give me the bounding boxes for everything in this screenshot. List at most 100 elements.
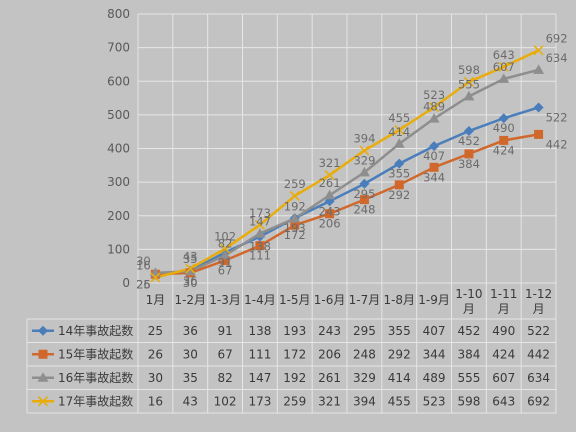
table-cell: 424 [492, 347, 515, 361]
x-stroke [394, 124, 405, 136]
table-cell: 414 [388, 371, 411, 385]
data-point-square [220, 255, 230, 265]
x-axis-category-labels: 1月 1-2月 1-3月 1-4月 1-5月 1-6月 1-7月 1-8月 1-9月 1-10 月1… [146, 287, 553, 316]
table-cell: 30 [183, 347, 198, 361]
x-category-label-line: 月 [498, 302, 510, 316]
data-label: 295 [353, 187, 375, 201]
x-category-label: 1-11 月 [490, 287, 517, 316]
data-table: 14年事故起数 25 36 91 138 193 243 295 355 407 452 490 522… [26, 318, 556, 414]
x-category-label: 1-10 月 [455, 287, 482, 316]
table-cell: 67 [217, 347, 232, 361]
table-cell: 25 [148, 324, 163, 338]
data-label: 102 [214, 230, 236, 244]
data-label: 248 [353, 203, 375, 217]
table-cell: 36 [183, 324, 198, 338]
data-point-triangle [393, 138, 405, 148]
data-point-x [429, 102, 440, 113]
x-category-label: 1-7月 [349, 293, 381, 307]
legend-label: 17年事故起数 [58, 393, 133, 408]
y-tick-label: 800 [107, 7, 130, 21]
y-tick-label: 200 [107, 209, 130, 223]
table-cell: 555 [457, 371, 480, 385]
data-point-x [289, 190, 300, 201]
data-label: 35 [183, 252, 198, 266]
legend-label: 15年事故起数 [58, 346, 133, 361]
data-label: 643 [493, 48, 515, 62]
data-label: 394 [353, 132, 375, 146]
data-label: 523 [423, 88, 445, 102]
legend-label: 14年事故起数 [58, 323, 133, 338]
y-axis-tick-labels: 0 100 200 300 400 500 600 700 800 [107, 7, 130, 290]
data-point-diamond [533, 102, 544, 113]
x-category-label-line: 1-11 [490, 287, 517, 301]
data-label: 243 [319, 204, 341, 218]
x-stroke [185, 263, 196, 274]
x-category-label: 1-6月 [314, 293, 346, 307]
y-tick-label: 300 [107, 175, 130, 189]
series-line [155, 49, 540, 279]
table-cell: 26 [148, 347, 163, 361]
table-cell: 192 [283, 371, 306, 385]
data-label: 111 [249, 249, 271, 263]
table-cell: 261 [318, 371, 341, 385]
x-stroke [498, 61, 509, 72]
table-cell: 292 [388, 347, 411, 361]
data-point-diamond [359, 178, 370, 189]
data-point-square [394, 180, 404, 190]
data-point-triangle [428, 113, 440, 123]
data-point-triangle [184, 265, 196, 276]
series-line [155, 68, 539, 275]
data-point-triangle [533, 64, 545, 74]
data-point-square [499, 135, 509, 145]
x-category-label: 1-2月 [174, 293, 206, 307]
data-point-x [394, 124, 405, 136]
table-cell: 442 [527, 347, 550, 361]
table-cell: 295 [353, 324, 376, 338]
data-label: 598 [458, 63, 480, 77]
table-cell: 35 [183, 371, 198, 385]
x-category-label: 1-8月 [383, 293, 415, 307]
table-cell: 248 [353, 347, 376, 361]
data-label: 67 [218, 263, 233, 277]
table-cell: 147 [248, 371, 271, 385]
y-tick-label: 600 [107, 74, 130, 88]
data-label: 634 [546, 51, 568, 65]
data-label: 292 [388, 188, 410, 202]
data-label: 259 [284, 177, 306, 191]
x-stroke [220, 243, 231, 254]
data-point-square [359, 195, 369, 205]
table-cell: 321 [318, 394, 341, 408]
data-point-triangle [498, 73, 510, 83]
data-label: 555 [458, 77, 480, 91]
data-label: 206 [319, 217, 341, 231]
data-point-x [37, 396, 49, 407]
table-cell: 489 [423, 371, 446, 385]
x-stroke [324, 169, 335, 181]
data-label: 82 [218, 236, 233, 250]
data-point-diamond [394, 158, 405, 169]
x-category-label-line: 月 [463, 302, 475, 316]
table-cell: 607 [492, 371, 515, 385]
data-point-x [359, 145, 370, 156]
data-label: 329 [353, 153, 375, 167]
data-point-x [150, 272, 161, 283]
data-label: 442 [546, 137, 568, 151]
table-cell: 452 [457, 324, 480, 338]
x-category-label: 1-9月 [418, 293, 450, 307]
table-cell: 523 [423, 394, 446, 408]
data-point-x [324, 169, 335, 181]
data-point-triangle [358, 166, 370, 177]
x-category-label-line: 1-12 [525, 287, 552, 301]
data-point-triangle [324, 189, 336, 200]
data-label: 607 [493, 60, 515, 74]
y-tick-label: 500 [107, 108, 130, 122]
data-point-triangle [463, 90, 475, 101]
data-label: 25 [136, 278, 151, 292]
table-cell: 111 [248, 347, 271, 361]
table-cell: 102 [214, 394, 237, 408]
y-tick-label: 100 [107, 242, 130, 256]
table-cell: 643 [492, 394, 515, 408]
series-line [155, 133, 539, 276]
data-point-diamond [498, 113, 509, 124]
